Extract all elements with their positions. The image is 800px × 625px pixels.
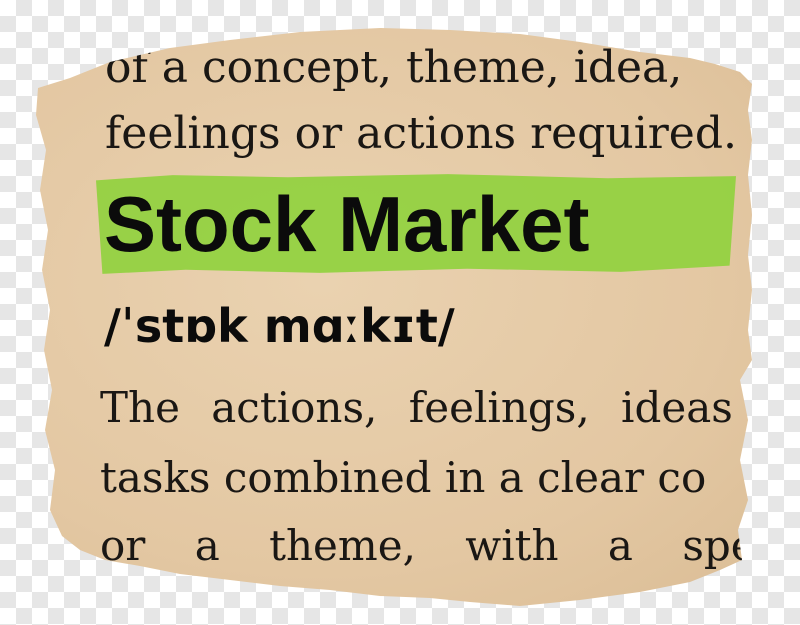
phonetic-pronunciation: /ˈstɒk mɑːkɪt/ <box>104 299 455 353</box>
definition-line-3: or a theme, with a spe <box>100 521 756 570</box>
definition-line-1: The actions, feelings, ideas <box>100 383 733 432</box>
dictionary-headword: Stock Market <box>104 180 590 268</box>
definition-line-2: tasks combined in a clear co <box>100 453 707 502</box>
previous-definition-line-2: feelings or actions required. <box>105 108 737 159</box>
previous-definition-line-1: of a concept, theme, idea, <box>105 42 683 93</box>
highlighter-mark <box>96 174 736 274</box>
